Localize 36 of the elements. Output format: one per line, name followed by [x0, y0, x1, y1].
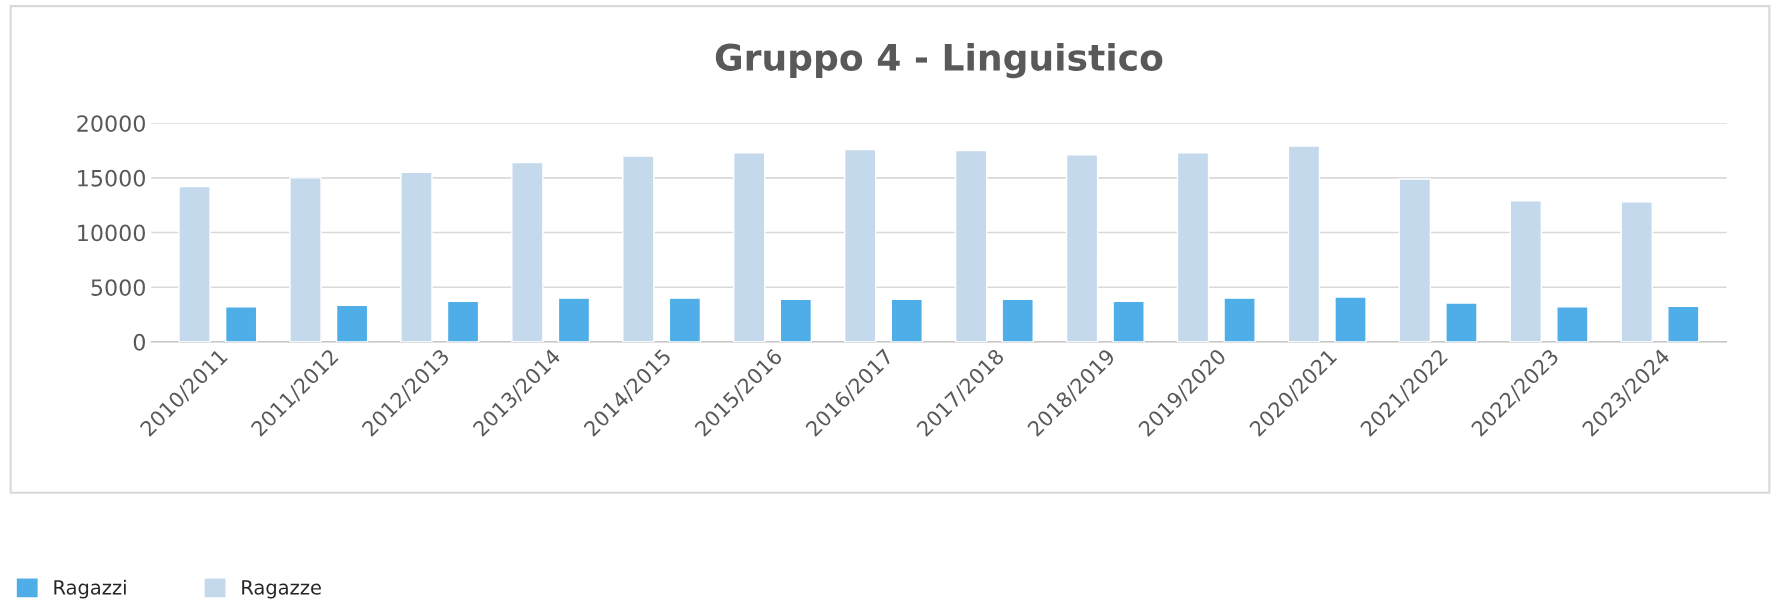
bar [224, 306, 258, 342]
y-tick-label: 5000 [91, 279, 145, 296]
bar [890, 298, 924, 342]
bar [400, 171, 433, 342]
bar [446, 300, 480, 342]
y-tick-label: 20000 [77, 115, 145, 132]
bar [1334, 296, 1367, 342]
bar [1445, 302, 1478, 342]
bar [1398, 178, 1432, 342]
bar [1620, 201, 1653, 342]
bar [1509, 200, 1543, 342]
bar [289, 177, 322, 342]
bar [1223, 297, 1256, 342]
y-tick-label: 15000 [78, 169, 145, 187]
bar [1556, 306, 1589, 342]
bar [1176, 152, 1210, 342]
legend-label: Ragazzi [54, 579, 126, 599]
bar [557, 297, 591, 342]
y-tick-label: 0 [133, 333, 145, 351]
bar [1287, 145, 1321, 342]
bar [779, 298, 813, 342]
bar [1112, 300, 1145, 342]
bar [668, 297, 702, 342]
bar [178, 185, 211, 342]
y-tick-label: 10000 [78, 224, 145, 242]
bar [1667, 305, 1700, 342]
bar [622, 155, 655, 342]
bar [843, 148, 877, 342]
chart-title: Gruppo 4 - Linguistico [715, 42, 1163, 79]
bar [511, 161, 544, 342]
bar [733, 152, 766, 342]
bar [954, 149, 988, 342]
bar [1001, 298, 1034, 342]
legend-label: Ragazze [242, 580, 321, 599]
bar [1065, 154, 1099, 342]
bar [335, 304, 369, 342]
